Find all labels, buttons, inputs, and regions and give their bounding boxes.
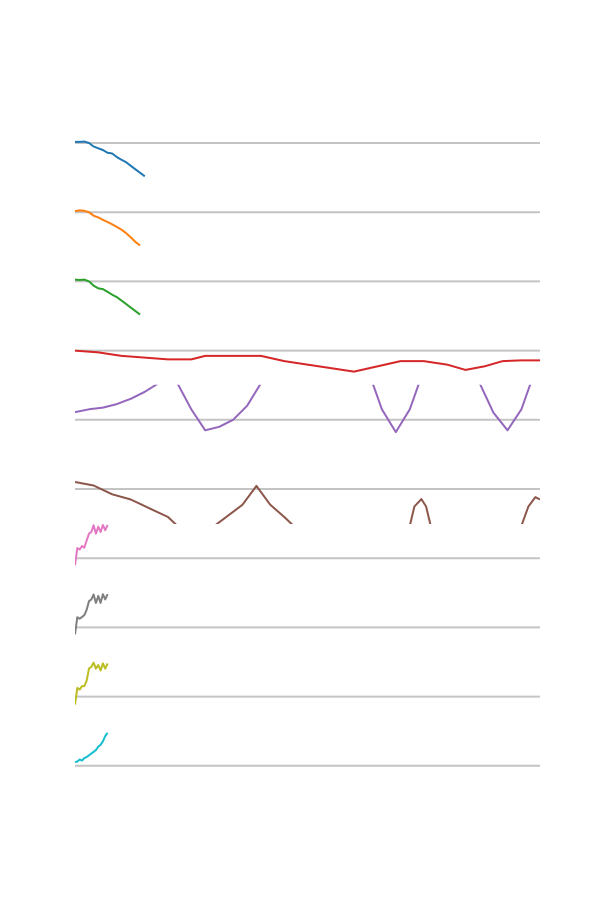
panel bbox=[75, 278, 540, 316]
series-line bbox=[75, 661, 109, 705]
panel bbox=[75, 732, 540, 767]
series-line bbox=[75, 140, 146, 178]
series-line bbox=[75, 481, 540, 524]
series-line bbox=[75, 593, 109, 635]
series-line bbox=[75, 349, 540, 373]
panel bbox=[75, 593, 540, 635]
panel bbox=[75, 661, 540, 705]
series-line bbox=[75, 384, 532, 434]
series-line bbox=[75, 278, 141, 316]
series-line bbox=[75, 732, 109, 763]
series-line bbox=[75, 524, 109, 566]
panel bbox=[75, 524, 540, 566]
series-line bbox=[75, 209, 141, 247]
panel bbox=[75, 209, 540, 247]
panel bbox=[75, 384, 540, 434]
panel bbox=[75, 349, 540, 373]
panel bbox=[75, 140, 540, 178]
panel bbox=[75, 481, 540, 524]
